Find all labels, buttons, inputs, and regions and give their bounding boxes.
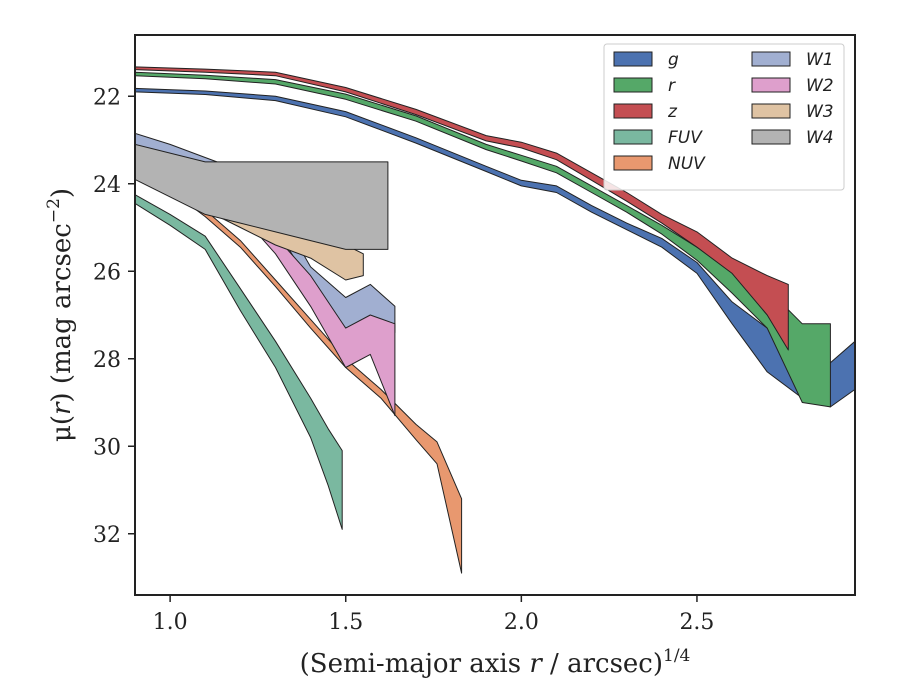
plot-frame [134,34,856,596]
legend-swatch [751,51,791,67]
legend-label: FUV [668,128,703,148]
x-axis: 1.0 1.5 2.0 2.5 [153,595,714,635]
y-tick-label: 32 [93,523,121,548]
legend-swatch [613,51,653,67]
legend-swatch [613,129,653,145]
band-nuv [135,163,463,574]
y-tick-label: 24 [93,173,121,198]
band-fuv [135,194,343,530]
legend-label: W2 [806,76,834,96]
legend-swatch [751,77,791,93]
legend-label: z [667,102,678,122]
x-tick-label: 2.5 [679,610,714,635]
legend-label: g [668,50,679,70]
y-axis: 22 24 26 28 30 32 [93,85,135,548]
band-w4 [135,143,389,250]
y-tick-label: 26 [93,260,121,285]
band-z [135,66,789,351]
y-axis-label: μ(r) (mag arcsec−2) [44,188,77,442]
y-tick-label: 30 [93,435,121,460]
x-tick-label: 2.0 [504,610,539,635]
legend-label: r [668,76,676,96]
legend-swatch [751,129,791,145]
legend-label: W3 [806,102,834,122]
legend: grz FUV NUV W1 W2 W3 W4 [603,43,845,191]
x-axis-label: (Semi-major axis r / arcsec)1/4 [300,646,691,679]
legend-label: W4 [806,128,834,148]
legend-swatch [613,155,653,171]
legend-swatch [751,103,791,119]
legend-label: NUV [668,154,706,174]
y-tick-label: 28 [93,348,121,373]
y-tick-label: 22 [93,85,121,110]
legend-label: W1 [806,50,834,70]
band-g [135,87,855,408]
legend-swatch [613,103,653,119]
band-r [135,71,831,408]
x-tick-label: 1.0 [153,610,188,635]
legend-swatch [613,77,653,93]
series-areas [135,66,855,574]
x-tick-label: 1.5 [328,610,363,635]
